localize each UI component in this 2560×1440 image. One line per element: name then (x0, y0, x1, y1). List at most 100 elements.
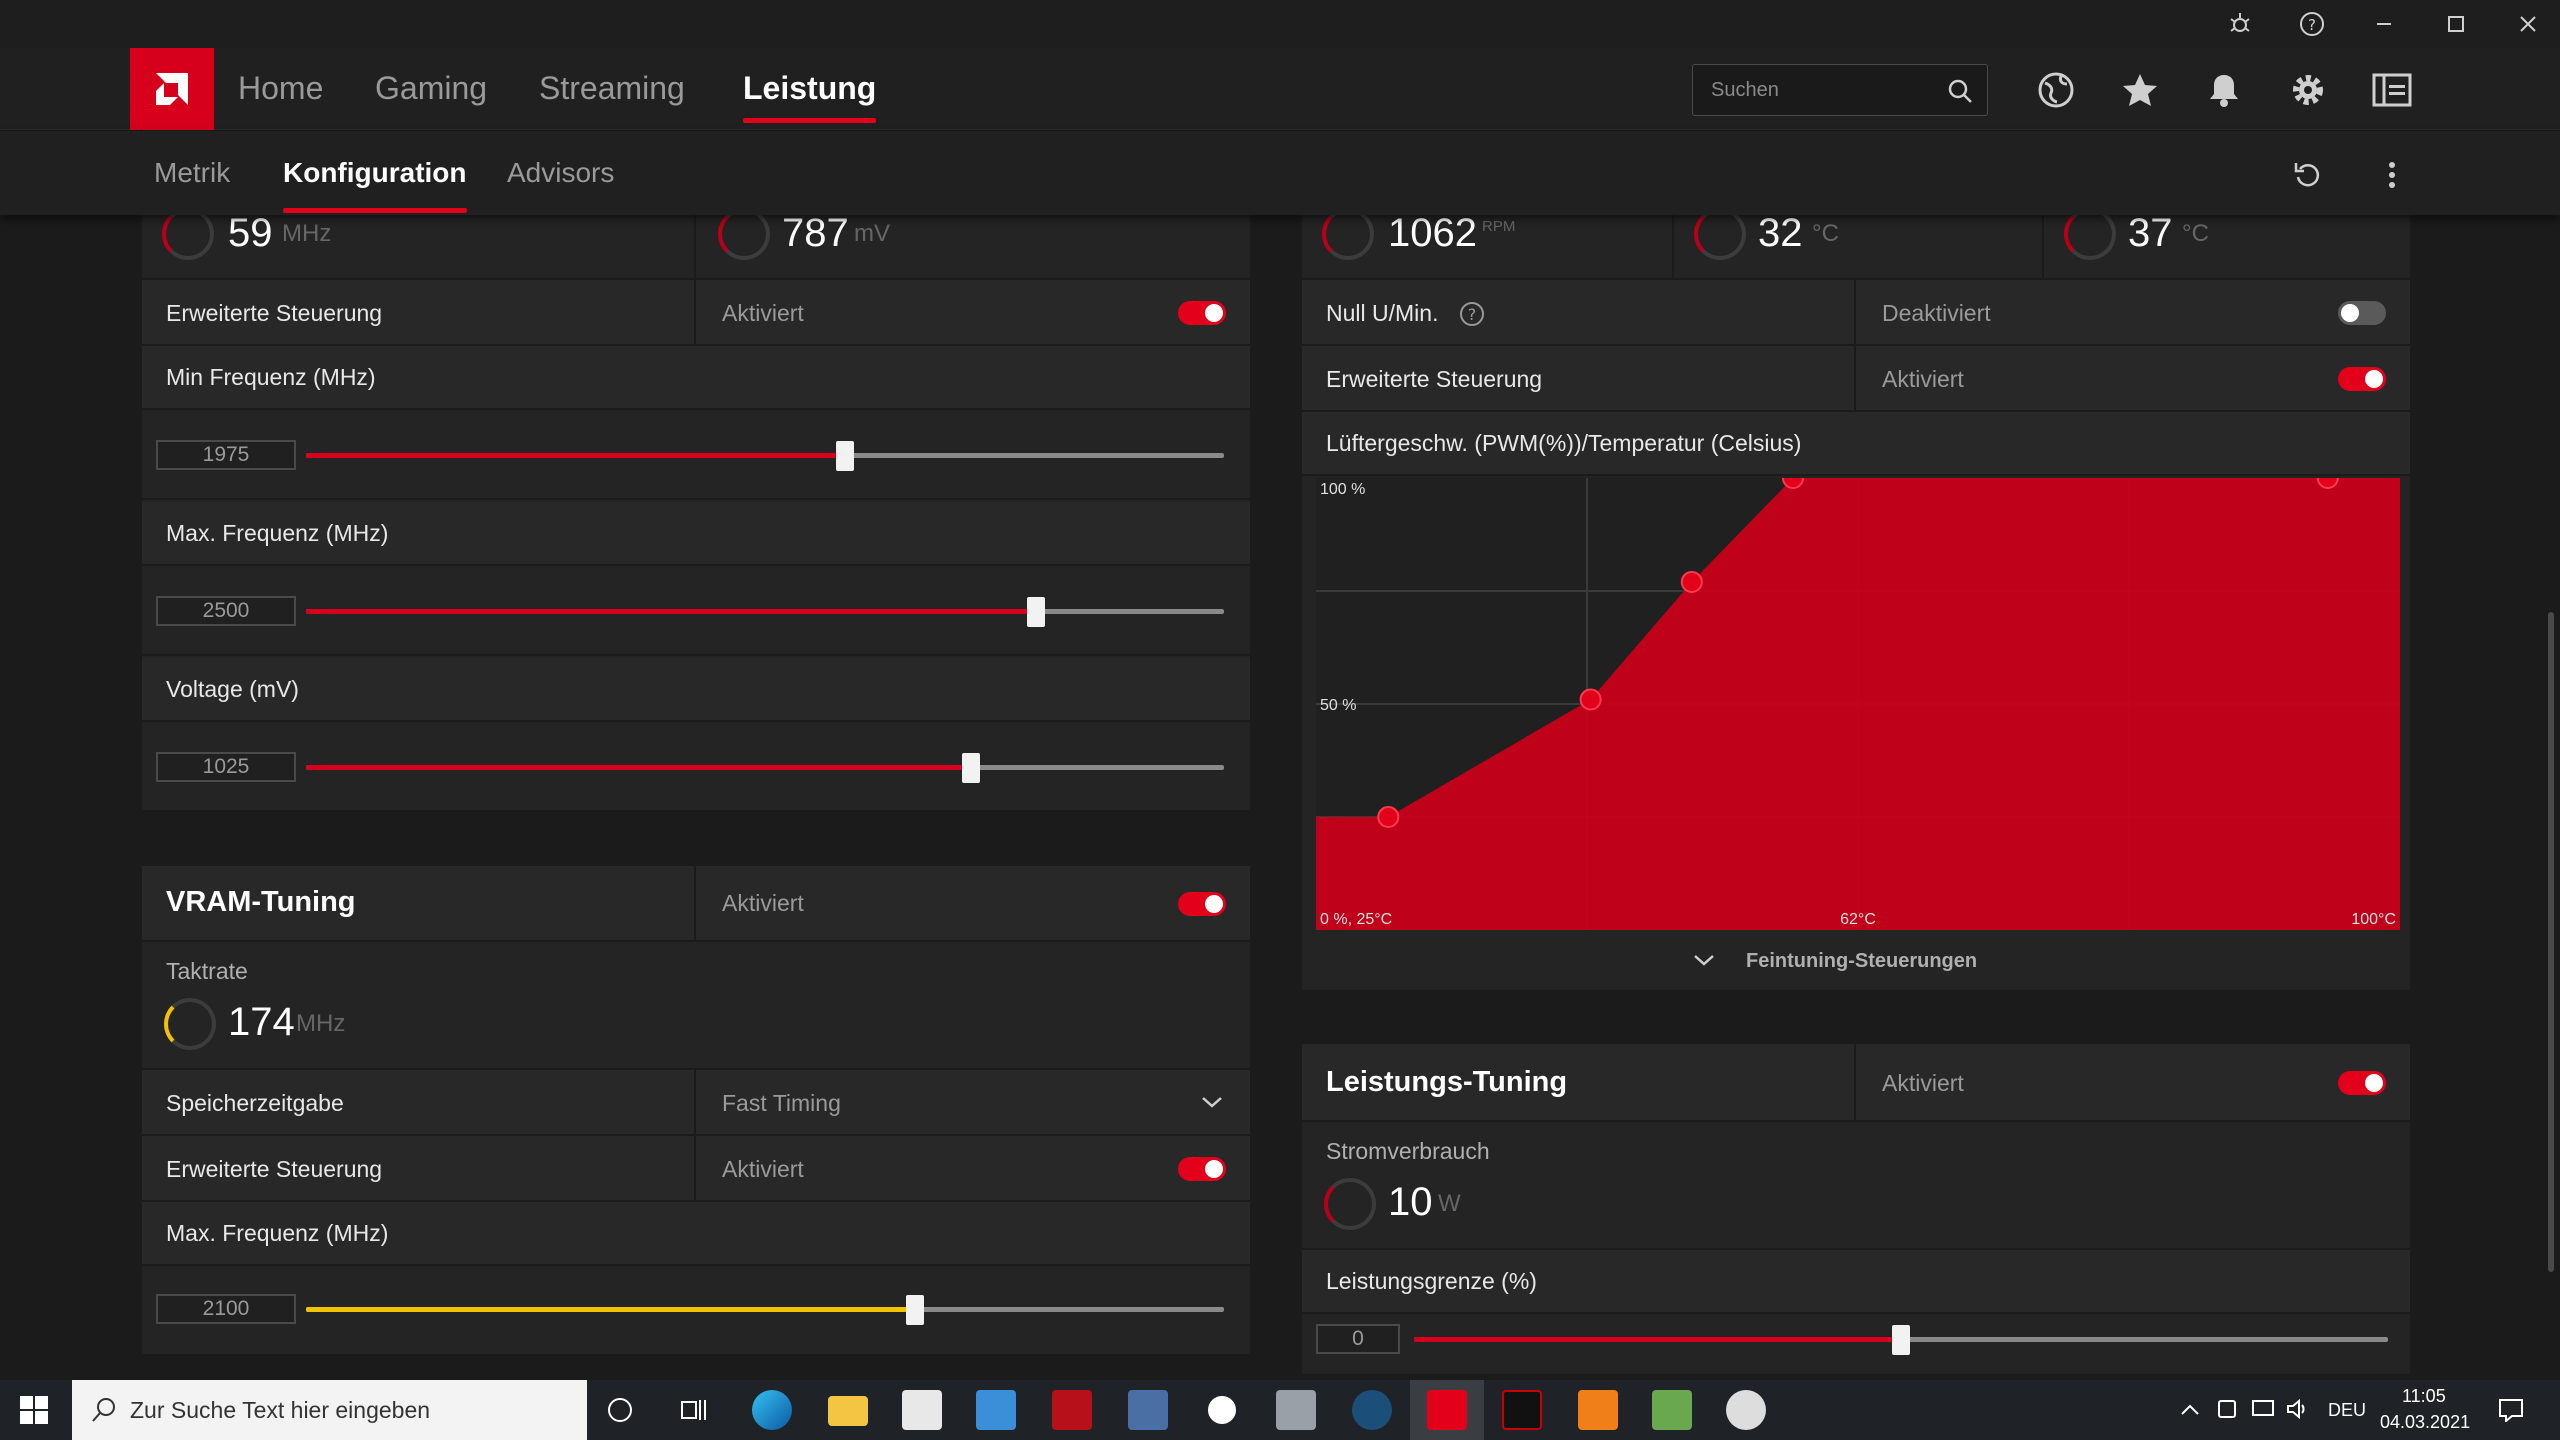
subtab-metrik[interactable]: Metrik (154, 157, 231, 188)
sports-car-app-icon[interactable] (1052, 1390, 1092, 1430)
search-icon[interactable] (1947, 78, 1973, 104)
power-toggle[interactable] (2338, 1071, 2386, 1095)
volume-icon[interactable] (2286, 1398, 2310, 1425)
gpu-clock-unit: MHz (282, 220, 332, 247)
maximize-icon[interactable] (2438, 6, 2474, 42)
max-frequency-thumb[interactable] (1026, 597, 1045, 627)
min-frequency-slider[interactable] (306, 441, 1224, 471)
file-explorer-icon[interactable] (828, 1396, 868, 1426)
task-view-icon[interactable] (680, 1398, 708, 1427)
gpu-advanced-toggle[interactable] (1178, 301, 1226, 325)
power-limit-fill (1414, 1337, 1901, 1342)
sync-tray-icon[interactable] (2218, 1400, 2236, 1418)
min-frequency-input[interactable]: 1975 (156, 440, 296, 470)
settings-gear-icon[interactable] (2286, 68, 2330, 112)
vram-max-frequency-slider-row: 2100 (142, 1266, 1250, 1356)
store-icon[interactable] (902, 1390, 942, 1430)
voltage-thumb[interactable] (961, 753, 980, 783)
game-app-icon[interactable] (1276, 1390, 1316, 1430)
temperature-gauge-icon (1694, 208, 1746, 260)
vram-advanced-toggle[interactable] (1178, 1157, 1226, 1181)
subtab-advisors[interactable]: Advisors (507, 157, 615, 188)
clock-date[interactable]: 04.03.2021 (2380, 1412, 2471, 1432)
nav-tab-streaming[interactable]: Streaming (539, 70, 685, 106)
star-icon[interactable] (2118, 68, 2162, 112)
voltage-label: Voltage (mV) (166, 676, 299, 702)
account-panel-icon[interactable] (2370, 68, 2414, 112)
edge-browser-icon[interactable] (752, 1390, 792, 1430)
nav-tab-leistung[interactable]: Leistung (743, 70, 877, 123)
memory-timing-row: Speicherzeitgabe Fast Timing (142, 1070, 1250, 1136)
search-input[interactable] (1711, 65, 1941, 115)
vram-max-frequency-thumb[interactable] (905, 1295, 924, 1325)
fine-tune-controls-toggle[interactable]: Feintuning-Steuerungen (1302, 940, 2410, 986)
divider (694, 280, 696, 344)
clock-time[interactable]: 11:05 (2402, 1386, 2446, 1406)
network-tray-icon[interactable] (2252, 1400, 2274, 1416)
vram-clock-gauge-icon (164, 998, 216, 1050)
vram-clock-row: Taktrate 174 MHz (142, 942, 1250, 1070)
fan-advanced-toggle[interactable] (2338, 367, 2386, 391)
help-icon[interactable]: ? (1458, 300, 1486, 328)
voltage-input[interactable]: 1025 (156, 752, 296, 782)
globe-icon[interactable] (2034, 68, 2078, 112)
voltage-slider[interactable] (306, 753, 1224, 783)
paint-app-icon[interactable] (1726, 1390, 1766, 1430)
vram-max-frequency-slider[interactable] (306, 1295, 1224, 1325)
calculator-icon[interactable] (1128, 1390, 1168, 1430)
cortana-icon[interactable] (608, 1398, 632, 1422)
gpu-advanced-status: Aktiviert (722, 300, 804, 326)
divider (1854, 280, 1856, 344)
zero-rpm-toggle[interactable] (2338, 301, 2386, 325)
divider (694, 866, 696, 940)
taskbar-search-box[interactable]: Zur Suche Text hier eingeben (72, 1380, 587, 1440)
vram-toggle[interactable] (1178, 892, 1226, 916)
power-limit-input[interactable]: 0 (1316, 1324, 1400, 1354)
temperature-2-value: 37 (2128, 211, 2173, 255)
voltage-gauge-icon (718, 208, 770, 260)
gpu-app-icon[interactable] (1652, 1390, 1692, 1430)
mail-icon[interactable] (976, 1390, 1016, 1430)
search-box[interactable] (1692, 64, 1988, 116)
fan-curve-chart[interactable]: 100 % 50 % 0 %, 25°C 62°C 100°C (1316, 467, 2400, 930)
amd-logo[interactable] (130, 48, 214, 130)
fan-curve-svg[interactable]: 100 % 50 % 0 %, 25°C 62°C 100°C (1316, 467, 2400, 930)
min-frequency-thumb[interactable] (835, 441, 854, 471)
chevron-up-icon[interactable] (2180, 1402, 2200, 1418)
fan-curve-point[interactable] (1579, 688, 1602, 711)
bug-report-icon[interactable] (2222, 6, 2258, 42)
nav-tab-home[interactable]: Home (238, 70, 324, 106)
vram-advanced-status: Aktiviert (722, 1156, 804, 1182)
vram-max-frequency-fill (306, 1307, 915, 1312)
language-indicator[interactable]: DEU (2328, 1400, 2367, 1420)
power-consumption-value: 10 (1388, 1180, 1433, 1224)
xbox-icon[interactable] (1202, 1390, 1242, 1430)
msi-app-icon[interactable] (1502, 1390, 1542, 1430)
help-icon[interactable]: ? (2294, 6, 2330, 42)
max-frequency-input[interactable]: 2500 (156, 596, 296, 626)
more-options-icon[interactable] (2378, 159, 2406, 196)
minimize-icon[interactable] (2366, 6, 2402, 42)
power-limit-slider[interactable] (1414, 1325, 2388, 1355)
fan-curve-point[interactable] (1680, 570, 1703, 593)
memory-timing-dropdown[interactable]: Fast Timing (695, 1070, 1250, 1134)
vram-max-frequency-input[interactable]: 2100 (156, 1294, 296, 1324)
tool-app-icon[interactable] (1578, 1390, 1618, 1430)
scrollbar[interactable] (2548, 612, 2554, 1272)
windows-start-icon[interactable] (20, 1396, 48, 1429)
action-center-icon[interactable] (2498, 1398, 2524, 1427)
amd-radeon-taskbar-active[interactable] (1410, 1380, 1484, 1440)
reset-icon[interactable] (2292, 159, 2324, 196)
power-limit-thumb[interactable] (1892, 1325, 1910, 1355)
y-tick-label: 50 % (1320, 697, 1356, 714)
voltage-header: Voltage (mV) (142, 658, 1250, 722)
notifications-bell-icon[interactable] (2202, 68, 2246, 112)
subtab-konfiguration[interactable]: Konfiguration (283, 157, 467, 213)
steam-icon[interactable] (1352, 1390, 1392, 1430)
sub-navigation: Metrik Konfiguration Advisors (0, 131, 2560, 215)
nav-tab-gaming[interactable]: Gaming (375, 70, 488, 106)
fan-curve-point[interactable] (1377, 806, 1400, 828)
min-frequency-fill (306, 453, 845, 458)
close-icon[interactable] (2510, 6, 2546, 42)
max-frequency-slider[interactable] (306, 597, 1224, 627)
